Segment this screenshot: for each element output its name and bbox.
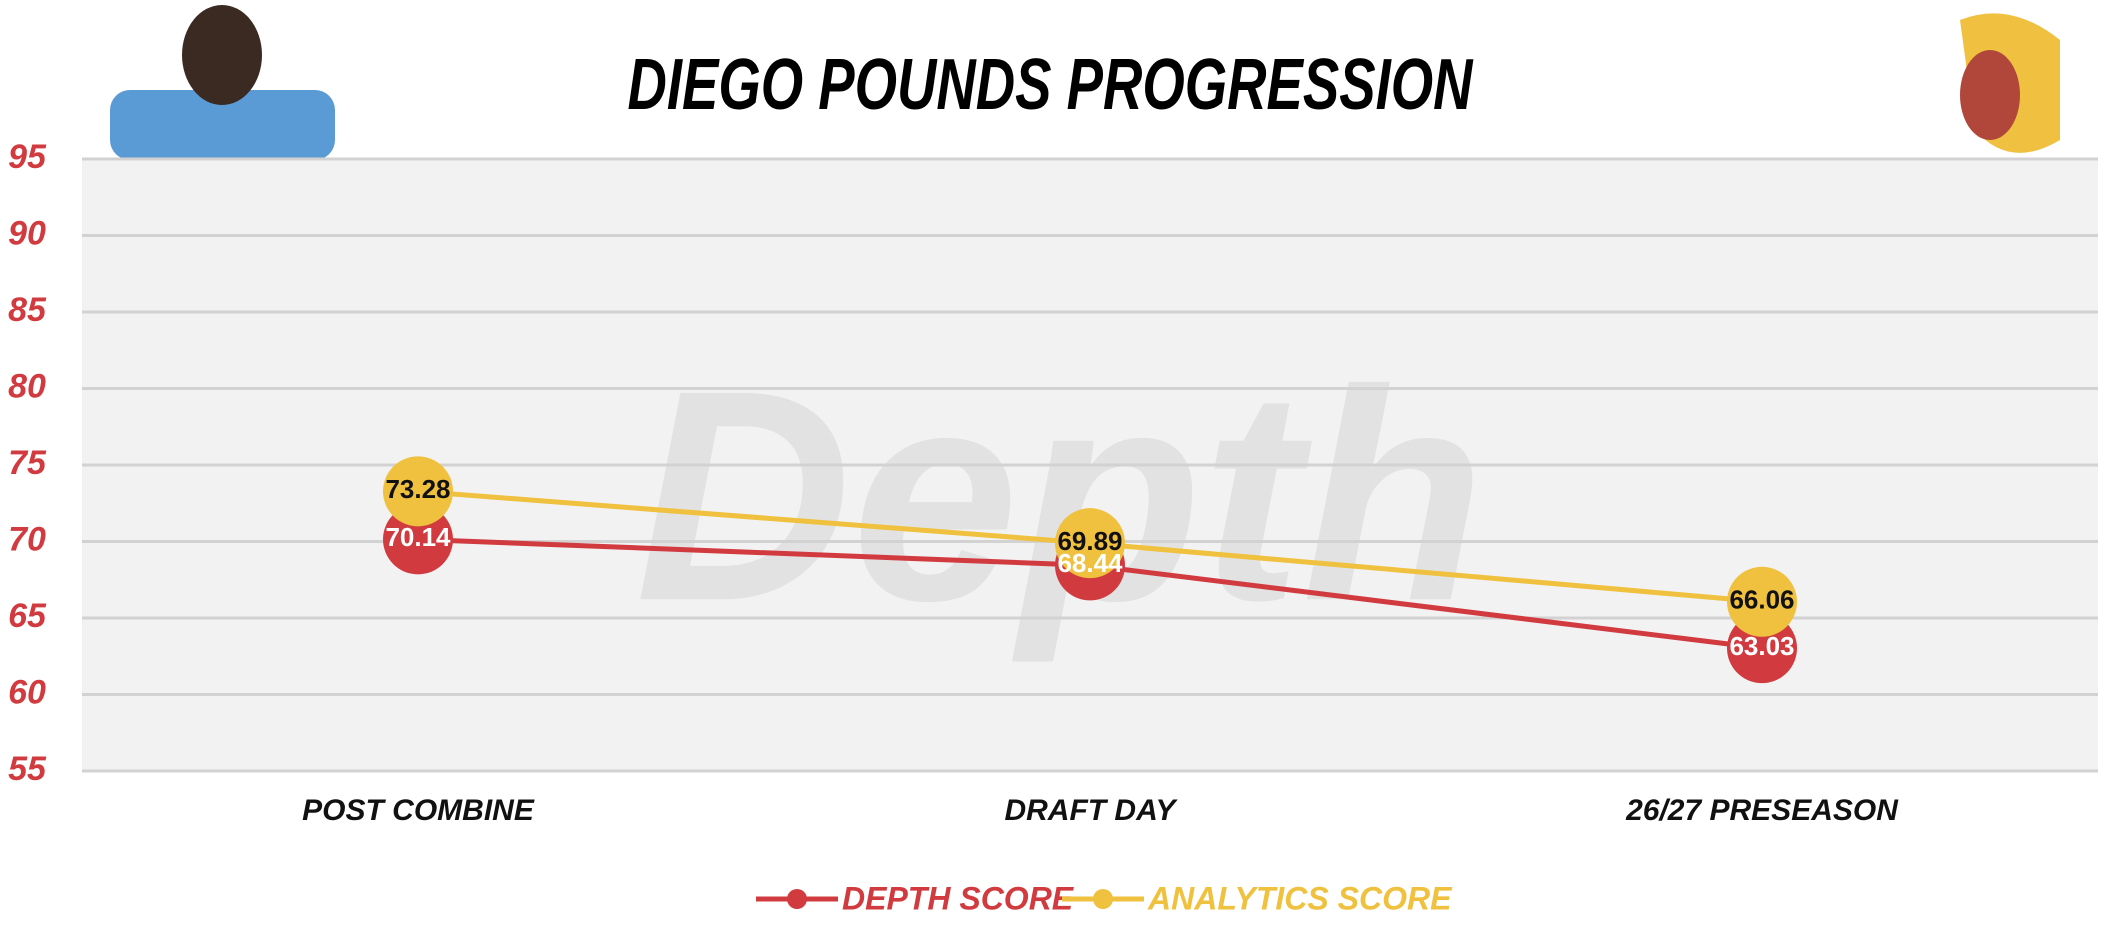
marker bbox=[1055, 508, 1125, 579]
value-label: 69.89 bbox=[1057, 526, 1122, 556]
value-label: 73.28 bbox=[385, 474, 450, 504]
team-logo bbox=[1960, 13, 2060, 153]
marker bbox=[383, 456, 453, 527]
y-tick-label: 60 bbox=[8, 673, 46, 711]
y-tick-label: 90 bbox=[8, 214, 46, 252]
y-tick-label: 65 bbox=[8, 597, 47, 635]
legend-item: DEPTH SCORE bbox=[756, 880, 1075, 916]
player-photo bbox=[110, 5, 335, 160]
value-label: 68.44 bbox=[1057, 548, 1123, 578]
x-tick-label: 26/27 PRESEASON bbox=[1625, 794, 1899, 827]
legend-label: DEPTH SCORE bbox=[842, 880, 1075, 916]
marker bbox=[1727, 566, 1797, 637]
legend-marker bbox=[787, 889, 807, 909]
marker bbox=[383, 504, 453, 575]
legend-marker bbox=[1093, 889, 1113, 909]
legend-label: ANALYTICS SCORE bbox=[1147, 880, 1453, 916]
chart-title: DIEGO POUNDS PROGRESSION bbox=[628, 45, 1475, 125]
value-label: 66.06 bbox=[1729, 585, 1794, 615]
y-tick-label: 55 bbox=[8, 750, 47, 788]
y-tick-label: 75 bbox=[8, 444, 47, 482]
value-label: 70.14 bbox=[385, 522, 451, 552]
y-tick-label: 70 bbox=[8, 520, 46, 558]
value-label: 63.03 bbox=[1729, 631, 1794, 661]
y-tick-label: 80 bbox=[8, 367, 46, 405]
x-tick-label: DRAFT DAY bbox=[1004, 794, 1178, 827]
y-tick-label: 85 bbox=[8, 291, 47, 329]
watermark: Depth bbox=[635, 327, 1485, 665]
y-tick-label: 95 bbox=[8, 138, 47, 176]
x-tick-label: POST COMBINE bbox=[302, 794, 535, 827]
legend-item: ANALYTICS SCORE bbox=[1062, 880, 1453, 916]
